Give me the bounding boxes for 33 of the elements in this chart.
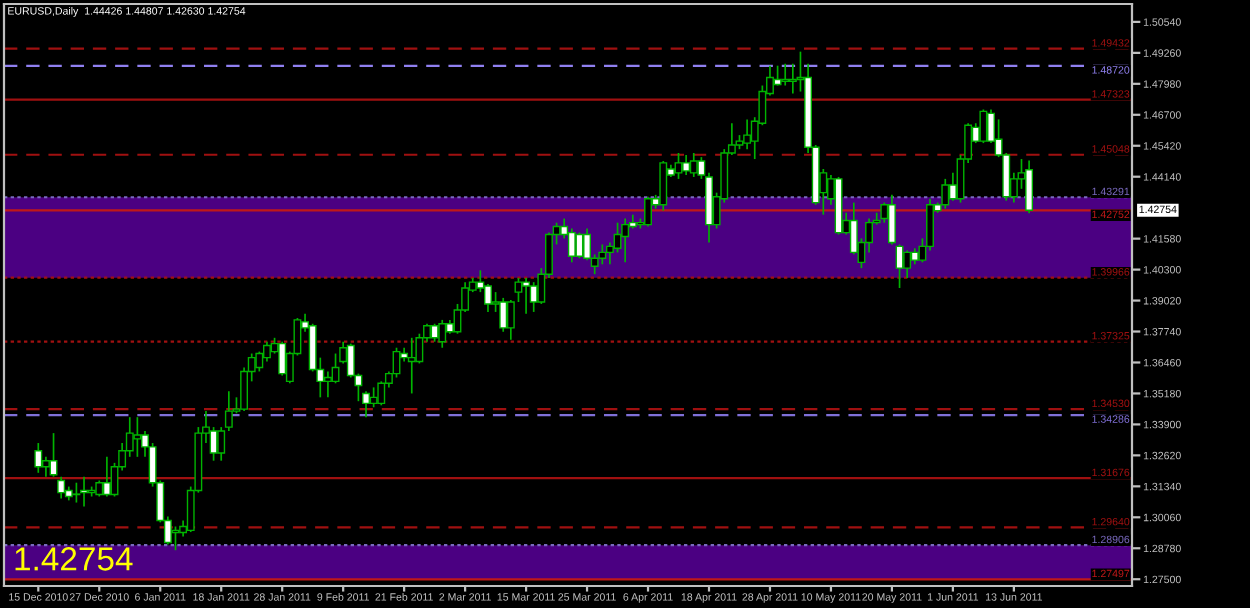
- candlestick: [522, 277, 531, 315]
- candlestick: [438, 319, 447, 349]
- candlestick: [72, 481, 81, 504]
- candlestick: [575, 231, 584, 260]
- candlestick: [41, 455, 50, 478]
- candlestick: [903, 249, 912, 279]
- candlestick: [34, 442, 43, 474]
- candlestick: [659, 160, 668, 212]
- candlestick: [1025, 159, 1034, 215]
- candlestick: [567, 227, 576, 264]
- candlestick: [773, 64, 782, 87]
- candlestick: [407, 336, 416, 395]
- candlestick: [80, 475, 88, 508]
- candlestick: [529, 281, 538, 313]
- candlestick: [598, 243, 607, 266]
- candlestick: [499, 297, 508, 333]
- candlestick: [682, 154, 691, 176]
- candlestick: [781, 62, 790, 87]
- candlestick: [255, 350, 264, 373]
- candlestick: [674, 152, 683, 180]
- candlestick: [133, 416, 142, 458]
- candlestick: [57, 475, 66, 500]
- candlestick: [689, 152, 698, 178]
- candlestick: [263, 340, 271, 363]
- candlestick: [941, 178, 950, 210]
- candlestick: [887, 194, 896, 246]
- candlestick: [979, 108, 988, 144]
- candlestick: [102, 455, 111, 498]
- candlestick: [621, 217, 630, 264]
- candlestick: [278, 340, 287, 377]
- annotation: 1.42754: [15, 547, 133, 571]
- candlestick: [323, 370, 332, 399]
- candlestick: [644, 195, 652, 228]
